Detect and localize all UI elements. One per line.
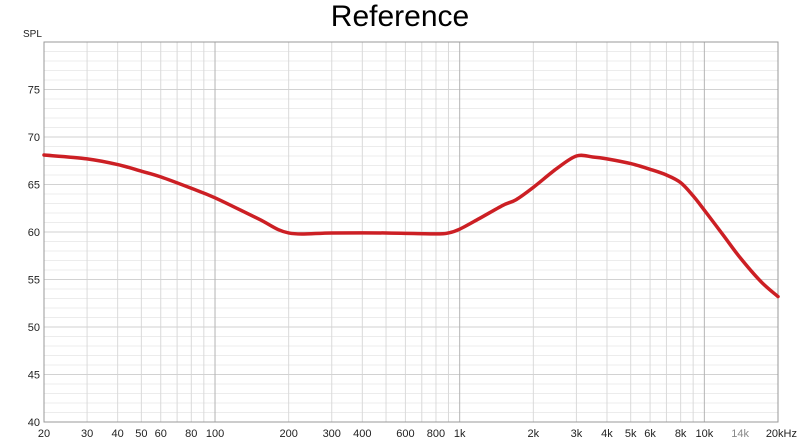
x-tick-label: 14k (731, 428, 749, 440)
x-tick-label: 30 (81, 428, 93, 440)
x-tick-label: 8k (675, 428, 687, 440)
x-tick-labels: 20 30 40 50 60 80 100 200 300 400 600 800 1k 2k 3k 4k 5k… (38, 428, 797, 440)
x-tick-label: 5k (625, 428, 637, 440)
x-tick-label: 80 (185, 428, 197, 440)
x-tick-label: 20 (38, 428, 50, 440)
x-tick-label: 800 (427, 428, 445, 440)
x-tick-label: 20kHz (766, 428, 797, 440)
y-tick-labels: 40 45 50 55 60 65 70 75 (28, 85, 40, 430)
y-tick-label: 50 (28, 322, 40, 334)
x-tick-label: 300 (323, 428, 341, 440)
x-tick-label: 60 (155, 428, 167, 440)
y-tick-label: 40 (28, 417, 40, 429)
x-tick-label: 2k (528, 428, 540, 440)
y-tick-label: 55 (28, 275, 40, 287)
series-line (42, 153, 780, 299)
series-layer (42, 153, 780, 299)
x-tick-label: 50 (135, 428, 147, 440)
x-tick-label: 600 (396, 428, 414, 440)
x-tick-label: 10k (695, 428, 713, 440)
x-tick-label: 6k (644, 428, 656, 440)
plot-frame (43, 41, 779, 423)
x-tick-label: 3k (571, 428, 583, 440)
minor-grid (43, 42, 779, 422)
y-tick-label: 60 (28, 227, 40, 239)
y-tick-label: 75 (28, 85, 40, 97)
x-tick-label: 100 (206, 428, 224, 440)
x-tick-label: 200 (279, 428, 297, 440)
y-tick-label: 70 (28, 132, 40, 144)
chart-title: Reference (330, 0, 470, 33)
x-tick-label: 400 (353, 428, 371, 440)
x-tick-label: 4k (601, 428, 613, 440)
x-tick-label: 40 (112, 428, 124, 440)
y-tick-label: 65 (28, 180, 40, 192)
y-axis-label: SPL (23, 29, 42, 40)
y-tick-label: 45 (28, 370, 40, 382)
x-tick-label: 1k (454, 428, 466, 440)
